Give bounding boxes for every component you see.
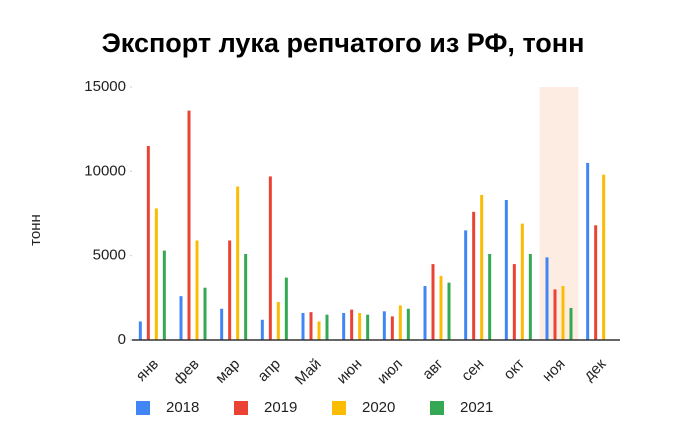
- bar: [480, 194, 484, 340]
- bar: [366, 314, 370, 340]
- bar: [464, 230, 468, 340]
- bar: [504, 200, 508, 340]
- y-tick-label: 5000: [93, 247, 126, 264]
- bar: [284, 277, 288, 340]
- bar: [447, 282, 451, 340]
- x-tick-label: дек: [581, 355, 610, 384]
- bar: [138, 321, 142, 340]
- bar: [569, 307, 573, 340]
- bar: [220, 308, 224, 340]
- x-tick-label: апр: [254, 356, 284, 386]
- x-tick-label: фев: [170, 356, 202, 388]
- bar: [358, 313, 362, 340]
- bar: [488, 253, 492, 340]
- bar: [342, 313, 346, 340]
- x-tick-label: янв: [133, 356, 162, 385]
- bar: [146, 146, 150, 340]
- y-tick-label: 10000: [84, 162, 126, 179]
- bar: [187, 110, 191, 340]
- x-tick-label: сен: [458, 356, 487, 385]
- bar: [244, 253, 248, 340]
- x-tick-label: окт: [500, 356, 528, 384]
- bar: [390, 316, 394, 340]
- bar: [228, 240, 232, 340]
- bar: [276, 302, 280, 340]
- bar: [398, 305, 402, 340]
- bar: [236, 186, 240, 340]
- bar: [528, 253, 532, 340]
- bar: [561, 286, 565, 340]
- bar: [317, 321, 321, 340]
- legend-label: 2018: [166, 399, 199, 416]
- bar: [162, 250, 166, 340]
- bar: [350, 309, 354, 340]
- bar: [382, 311, 386, 340]
- bar: [260, 319, 264, 340]
- x-tick-label: мар: [212, 356, 243, 387]
- legend-label: 2021: [460, 399, 493, 416]
- bar: [423, 286, 427, 340]
- legend-swatch: [430, 401, 444, 415]
- bar: [602, 174, 606, 340]
- bar: [545, 257, 549, 340]
- legend-swatch: [136, 401, 150, 415]
- legend-label: 2019: [264, 399, 297, 416]
- bar: [520, 223, 524, 340]
- legend-swatch: [234, 401, 248, 415]
- bar: [309, 312, 313, 340]
- y-tick-label: 15000: [84, 78, 126, 95]
- bar: [179, 296, 183, 340]
- bar: [586, 162, 590, 340]
- bar: [195, 240, 199, 340]
- y-tick-label: 0: [118, 331, 126, 348]
- bar: [154, 208, 158, 340]
- bar: [594, 225, 598, 340]
- bar: [406, 308, 410, 340]
- x-tick-label: авг: [419, 355, 447, 383]
- legend-swatch: [332, 401, 346, 415]
- bar: [472, 211, 476, 340]
- x-tick-label: июн: [334, 356, 366, 388]
- bar: [512, 264, 516, 340]
- bar: [431, 264, 435, 340]
- bar: [325, 314, 329, 340]
- x-tick-label: июл: [374, 356, 406, 388]
- bar: [553, 289, 557, 340]
- bar: [439, 275, 443, 340]
- bar: [203, 287, 207, 340]
- legend-label: 2020: [362, 399, 395, 416]
- bar: [268, 176, 272, 340]
- x-tick-label: Май: [292, 356, 325, 389]
- highlight-band: [539, 87, 579, 340]
- chart-title: Экспорт лука репчатого из РФ, тонн: [102, 28, 585, 58]
- x-tick-label: ноя: [539, 356, 569, 386]
- bar: [301, 313, 305, 340]
- y-axis-label: тонн: [27, 214, 44, 246]
